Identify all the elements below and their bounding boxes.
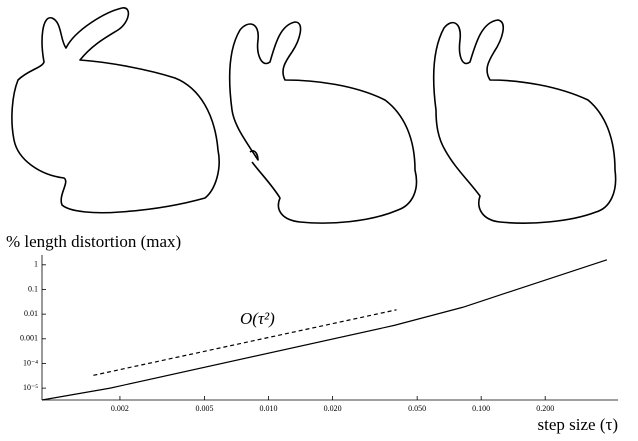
bunny-outlines [11,7,617,224]
y-tick-label: 0.001 [20,334,38,343]
x-axis-label: step size (τ) [538,415,618,434]
y-tick-label: 0.01 [24,309,38,318]
x-tick-label: 0.200 [536,404,554,413]
bunny-broken [228,21,418,224]
y-axis-label: % length distortion (max) [6,232,181,251]
reference-line [93,309,397,376]
bunny-smooth [432,19,617,224]
x-tick-label: 0.002 [111,404,129,413]
x-tick-label: 0.020 [324,404,342,413]
y-tick-label: 10⁻⁴ [23,358,38,367]
x-tick-label: 0.050 [408,404,426,413]
distortion-line [41,259,608,401]
bunny-noisy [11,7,220,214]
y-tick-label: 10⁻⁵ [23,383,38,392]
annotation: O(τ²) [240,309,275,328]
x-tick-label: 0.010 [260,404,278,413]
x-tick-label: 0.100 [472,404,490,413]
y-tick-label: 0.1 [28,284,38,293]
y-tick-label: 1 [34,260,38,269]
x-tick-label: 0.005 [196,404,214,413]
